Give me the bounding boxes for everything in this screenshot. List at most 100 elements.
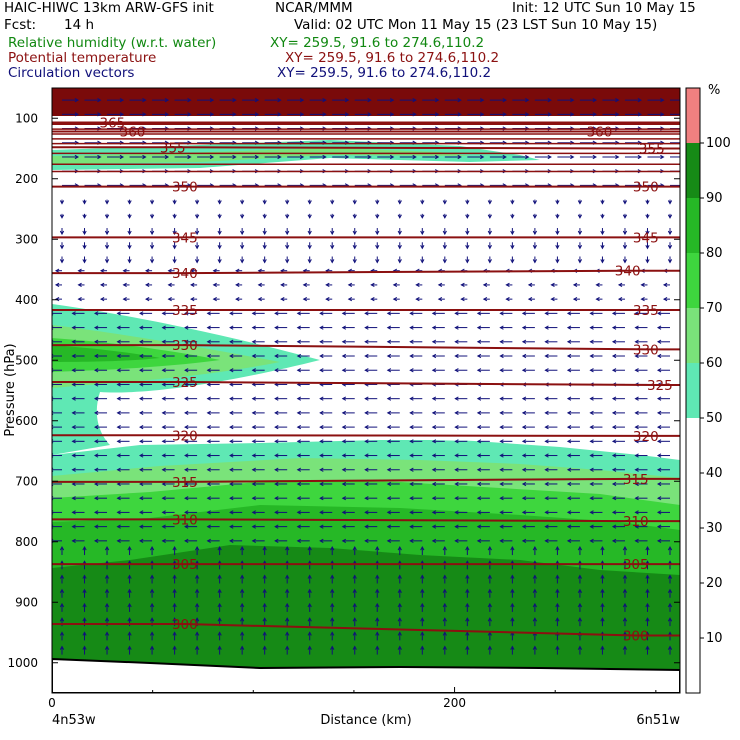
circulation-vector-head: [116, 424, 121, 430]
circulation-vector-head: [262, 631, 267, 636]
circulation-vector-head: [217, 200, 222, 205]
circulation-vector-head: [645, 546, 650, 551]
circulation-vector-head: [465, 645, 470, 650]
circulation-vector-head: [341, 368, 347, 373]
circulation-vector-head: [161, 353, 166, 359]
circulation-vector-head: [409, 339, 414, 344]
circulation-vector-head: [566, 439, 572, 444]
circulation-vector-head: [499, 424, 504, 430]
plot-frame: [51, 87, 681, 694]
circulation-vector-head: [77, 297, 82, 302]
circulation-vector-head: [341, 467, 347, 472]
circulation-vector-head: [184, 439, 189, 444]
terrain-surface: [52, 657, 680, 693]
circulation-vector-head: [656, 396, 662, 401]
circulation-vector-head: [634, 325, 639, 330]
circulation-vector-head: [93, 325, 99, 330]
circulation-vector-head: [232, 97, 237, 103]
circulation-vector-head: [184, 481, 189, 487]
circulation-vector-head: [454, 467, 459, 472]
circulation-vector-head: [296, 510, 302, 515]
circulation-vector-head: [139, 339, 144, 344]
circulation-vector-head: [499, 353, 504, 359]
circulation-vector-head: [93, 353, 99, 359]
circulation-vector-head: [229, 453, 234, 458]
circulation-vector-head: [251, 424, 256, 430]
circulation-vector-head: [611, 510, 617, 515]
circulation-vector-head: [667, 259, 673, 264]
circulation-vector-head: [667, 230, 673, 236]
circulation-vector-head: [122, 268, 127, 273]
circulation-vector-head: [611, 467, 617, 472]
circulation-vector-head: [550, 282, 555, 288]
circulation-vector-head: [617, 282, 623, 288]
circulation-vector-head: [161, 382, 166, 387]
circulation-vector-head: [206, 339, 211, 344]
circulation-vector-head: [611, 410, 617, 416]
circulation-vector-head: [521, 510, 527, 515]
circulation-vector-head: [656, 325, 662, 330]
circulation-vector-head: [274, 396, 279, 401]
circulation-vector-head: [645, 200, 650, 205]
circulation-vector-head: [167, 297, 172, 302]
circulation-vector-head: [274, 524, 279, 529]
circulation-vector-head: [240, 200, 245, 205]
circulation-vector-head: [364, 353, 369, 359]
circulation-vector-head: [364, 396, 369, 401]
circulation-vector-head: [296, 496, 302, 501]
circulation-vector-head: [544, 368, 549, 373]
circulation-vector-head: [240, 546, 245, 551]
circulation-vector-head: [555, 574, 560, 579]
circulation-vector-head: [577, 546, 583, 551]
circulation-vector-head: [611, 524, 617, 529]
circulation-vector-head: [420, 259, 425, 264]
circulation-vector-head: [149, 588, 155, 594]
circulation-vector-head: [251, 311, 256, 316]
circulation-vector-head: [465, 588, 470, 594]
circulation-vector-head: [592, 154, 597, 160]
circulation-vector-head: [667, 200, 673, 205]
circulation-vector-head: [667, 602, 673, 608]
circulation-vector-head: [589, 510, 594, 515]
circulation-vector-head: [341, 339, 347, 344]
circulation-vector-head: [116, 311, 121, 316]
circulation-vector-head: [389, 112, 395, 117]
y-tick-label: 900: [15, 595, 38, 609]
circulation-vector-head: [611, 353, 617, 359]
circulation-vector-head: [184, 368, 189, 373]
circulation-vector-head: [274, 453, 279, 458]
circulation-vector-head: [172, 574, 177, 579]
circulation-vector-head: [235, 268, 240, 273]
circulation-vector-head: [555, 546, 560, 551]
circulation-vector-head: [127, 200, 132, 205]
circulation-vector-head: [600, 588, 605, 594]
circulation-vector-head: [240, 588, 245, 594]
circulation-vector-head: [194, 259, 200, 264]
circulation-vector-head: [229, 538, 234, 543]
circulation-vector-head: [139, 325, 144, 330]
circulation-vector-head: [645, 214, 650, 219]
circulation-vector-head: [409, 368, 414, 373]
circulation-vector-head: [480, 154, 485, 160]
circulation-vector-head: [59, 200, 65, 205]
circulation-vector-head: [656, 339, 662, 344]
circulation-vector-head: [364, 410, 369, 416]
circulation-vector-head: [59, 588, 65, 594]
circulation-vector-head: [116, 510, 121, 515]
circulation-vector-head: [54, 297, 60, 302]
circulation-vector-head: [555, 214, 560, 219]
circulation-vector-head: [274, 538, 279, 543]
circulation-vector-head: [330, 546, 335, 551]
circulation-vector-head: [431, 353, 437, 359]
circulation-vector-head: [476, 311, 482, 316]
circulation-vector-head: [532, 574, 538, 579]
circulation-vector-head: [172, 546, 177, 551]
circulation-vector-head: [274, 339, 279, 344]
circulation-vector-head: [521, 424, 527, 430]
circulation-vector-head: [437, 297, 443, 302]
circulation-vector-head: [285, 546, 290, 551]
circulation-vector-head: [149, 574, 155, 579]
circulation-vector-head: [172, 214, 177, 219]
circulation-vector-head: [397, 602, 402, 608]
